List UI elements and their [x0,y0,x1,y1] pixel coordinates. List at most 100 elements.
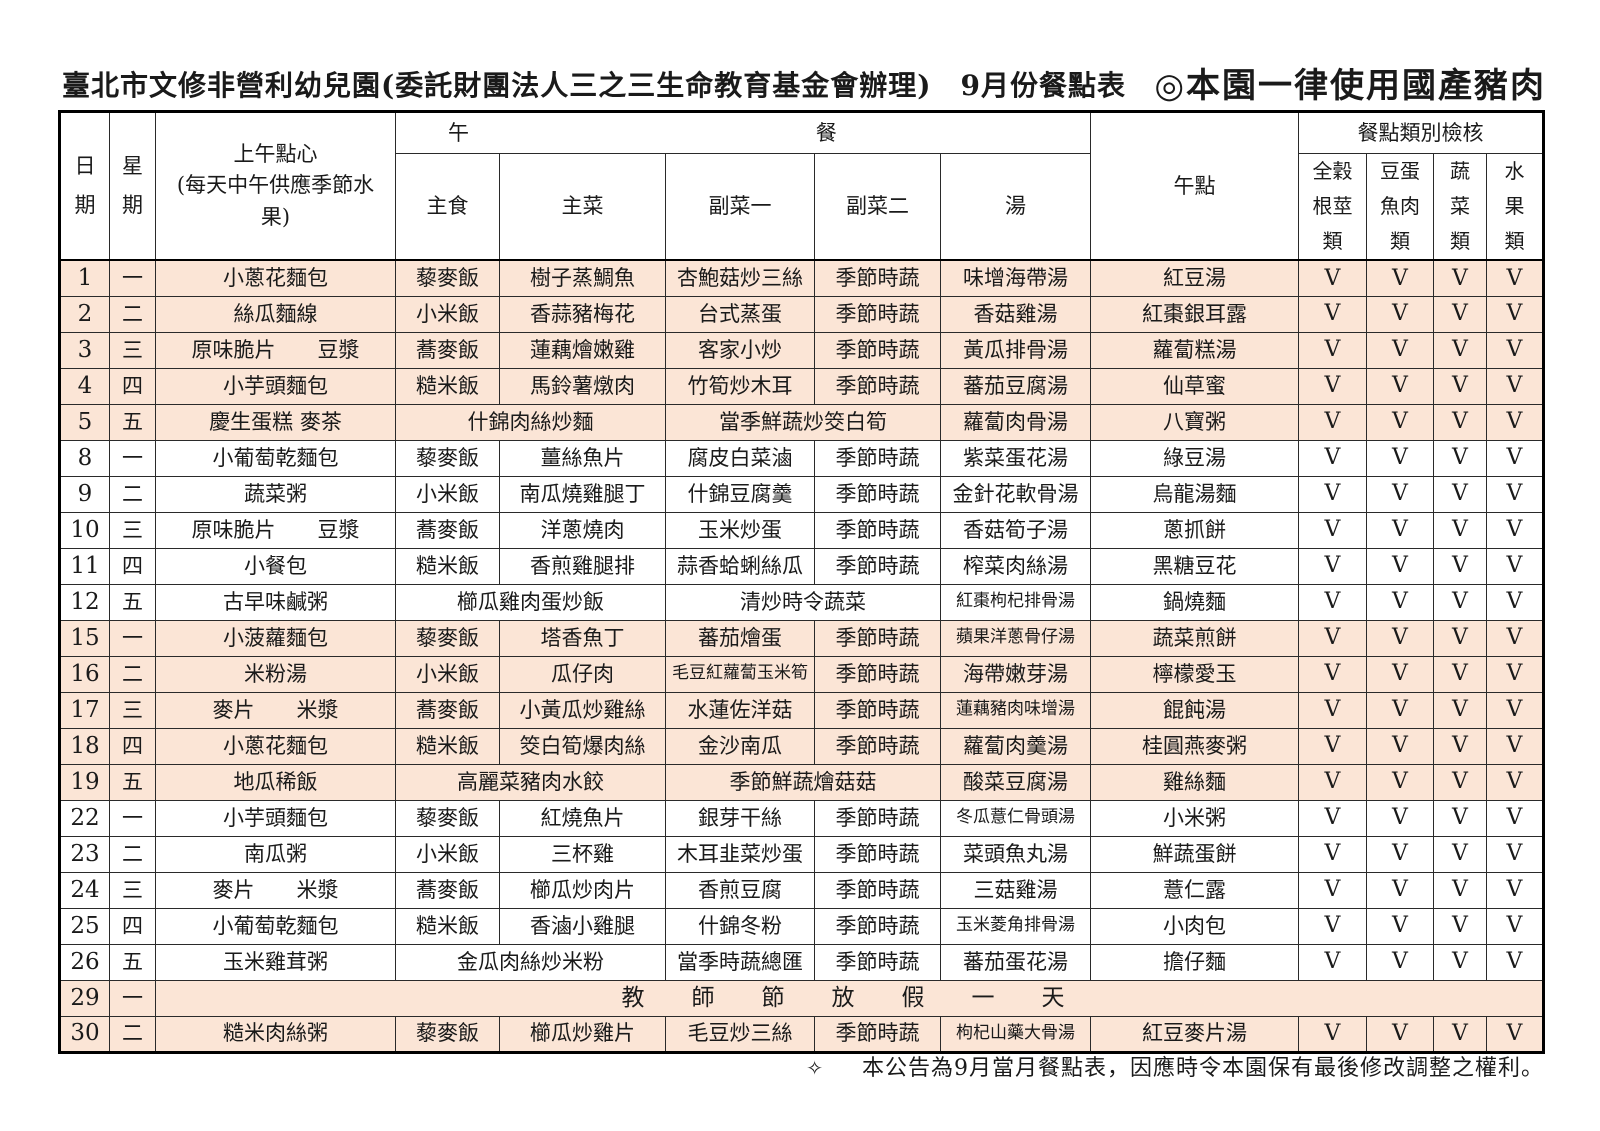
check-cell: V [1433,763,1487,801]
lunch-merged-cell: 櫛瓜雞肉蛋炒飯 [395,583,666,621]
check-cell: V [1366,511,1434,549]
check-cell: V [1298,331,1367,369]
side2-cell: 季節時蔬 [814,727,941,765]
check-cell: V [1298,943,1367,981]
snack-cell: 原味脆片 豆漿 [155,511,396,549]
staple-cell: 小米飯 [395,475,500,513]
check-cell: V [1298,547,1367,585]
dessert-cell: 鍋燒麵 [1090,583,1299,621]
dessert-cell: 擔仔麵 [1090,943,1299,981]
col-header-weekday: 星期 [109,111,156,261]
snack-cell: 古早味鹹粥 [155,583,396,621]
col-header-snack: 上午點心 (每天中午供應季節水果) [155,111,396,261]
col-header-grains: 全穀根莖類 [1298,153,1367,261]
main-dish-cell: 筊白筍爆肉絲 [499,727,666,765]
dessert-cell: 薏仁露 [1090,871,1299,909]
snack-cell: 玉米雞茸粥 [155,943,396,981]
menu-row: 22 一小芋頭麵包 藜麥飯 紅燒魚片 銀芽干絲 季節時蔬 冬瓜薏仁骨頭湯 小米粥 V V V V [59,799,1544,837]
check-cell: V [1433,691,1487,729]
dessert-cell: 烏龍湯麵 [1090,475,1299,513]
menu-table: 日期 星期 上午點心 (每天中午供應季節水果) 午 餐 午點 餐點類別檢核 主食… [58,110,1545,1054]
weekday-cell: 五 [109,403,156,441]
check-cell: V [1433,403,1487,441]
snack-cell: 麥片 米漿 [155,691,396,729]
side2-cell: 季節時蔬 [814,619,941,657]
snack-cell: 慶生蛋糕 麥茶 [155,403,396,441]
sides-merged-cell: 季節鮮蔬燴菇菇 [665,763,941,801]
weekday-cell: 一 [109,619,156,657]
dessert-cell: 紅豆湯 [1090,259,1299,297]
check-cell: V [1366,799,1434,837]
side2-cell: 季節時蔬 [814,943,941,981]
check-cell: V [1298,655,1367,693]
staple-cell: 糙米飯 [395,727,500,765]
check-cell: V [1486,655,1544,693]
check-cell: V [1486,439,1544,477]
check-cell: V [1298,475,1367,513]
col-header-date: 日期 [59,111,110,261]
staple-cell: 藜麥飯 [395,619,500,657]
footer-note-text: 本公告為9月當月餐點表，因應時令本園保有最後修改調整之權利。 [862,1056,1544,1081]
col-header-dessert: 午點 [1090,111,1299,261]
check-cell: V [1298,871,1367,909]
main-dish-cell: 南瓜燒雞腿丁 [499,475,666,513]
check-cell: V [1298,439,1367,477]
soup-cell: 蕃茄蛋花湯 [940,943,1091,981]
footer-note: ✧ 本公告為9月當月餐點表，因應時令本園保有最後修改調整之權利。 [806,1050,1544,1082]
snack-cell: 米粉湯 [155,655,396,693]
weekday-cell: 四 [109,907,156,945]
snack-cell: 原味脆片 豆漿 [155,331,396,369]
check-cell: V [1433,439,1487,477]
col-header-lunch-group: 午 餐 [395,111,1091,154]
staple-cell: 蕎麥飯 [395,331,500,369]
menu-row: 10 三原味脆片 豆漿 蕎麥飯 洋蔥燒肉 玉米炒蛋 季節時蔬 香菇筍子湯 蔥抓餅 V V V V [59,511,1544,549]
side1-cell: 竹筍炒木耳 [665,367,815,405]
side1-cell: 玉米炒蛋 [665,511,815,549]
side2-cell: 季節時蔬 [814,799,941,837]
check-cell: V [1366,259,1434,297]
check-cell: V [1486,547,1544,585]
staple-cell: 糙米飯 [395,907,500,945]
dessert-cell: 紅棗銀耳露 [1090,295,1299,333]
staple-cell: 藜麥飯 [395,799,500,837]
date-cell: 10 [59,511,110,549]
check-cell: V [1486,871,1544,909]
check-cell: V [1433,547,1487,585]
check-cell: V [1486,691,1544,729]
soup-cell: 香菇雞湯 [940,295,1091,333]
date-cell: 4 [59,367,110,405]
check-cell: V [1433,799,1487,837]
side2-cell: 季節時蔬 [814,691,941,729]
side2-cell: 季節時蔬 [814,439,941,477]
col-header-soup: 湯 [940,153,1091,261]
check-cell: V [1298,691,1367,729]
date-cell: 3 [59,331,110,369]
staple-cell: 蕎麥飯 [395,691,500,729]
pork-origin-note: ◎本園一律使用國產豬肉 [1154,66,1546,106]
check-cell: V [1433,907,1487,945]
side1-cell: 杏鮑菇炒三絲 [665,259,815,297]
date-cell: 26 [59,943,110,981]
side2-cell: 季節時蔬 [814,475,941,513]
main-dish-cell: 馬鈴薯燉肉 [499,367,666,405]
check-cell: V [1366,547,1434,585]
check-cell: V [1433,259,1487,297]
weekday-cell: 四 [109,367,156,405]
snack-cell: 小蔥花麵包 [155,727,396,765]
check-cell: V [1366,691,1434,729]
col-header-check-group: 餐點類別檢核 [1298,111,1544,154]
side1-cell: 蕃茄燴蛋 [665,619,815,657]
snack-cell: 絲瓜麵線 [155,295,396,333]
weekday-cell: 一 [109,799,156,837]
check-cell: V [1486,763,1544,801]
side2-cell: 季節時蔬 [814,1015,941,1053]
check-cell: V [1486,727,1544,765]
header-row-top: 日期 星期 上午點心 (每天中午供應季節水果) 午 餐 午點 餐點類別檢核 [59,111,1544,261]
menu-row: 12 五古早味鹹粥 櫛瓜雞肉蛋炒飯 清炒時令蔬菜 紅棗枸杞排骨湯 鍋燒麵 V V V V [59,583,1544,621]
weekday-cell: 三 [109,331,156,369]
check-cell: V [1433,871,1487,909]
col-header-side2: 副菜二 [814,153,941,261]
side1-cell: 什錦冬粉 [665,907,815,945]
snack-cell: 小葡萄乾麵包 [155,439,396,477]
col-header-main-dish: 主菜 [499,153,666,261]
